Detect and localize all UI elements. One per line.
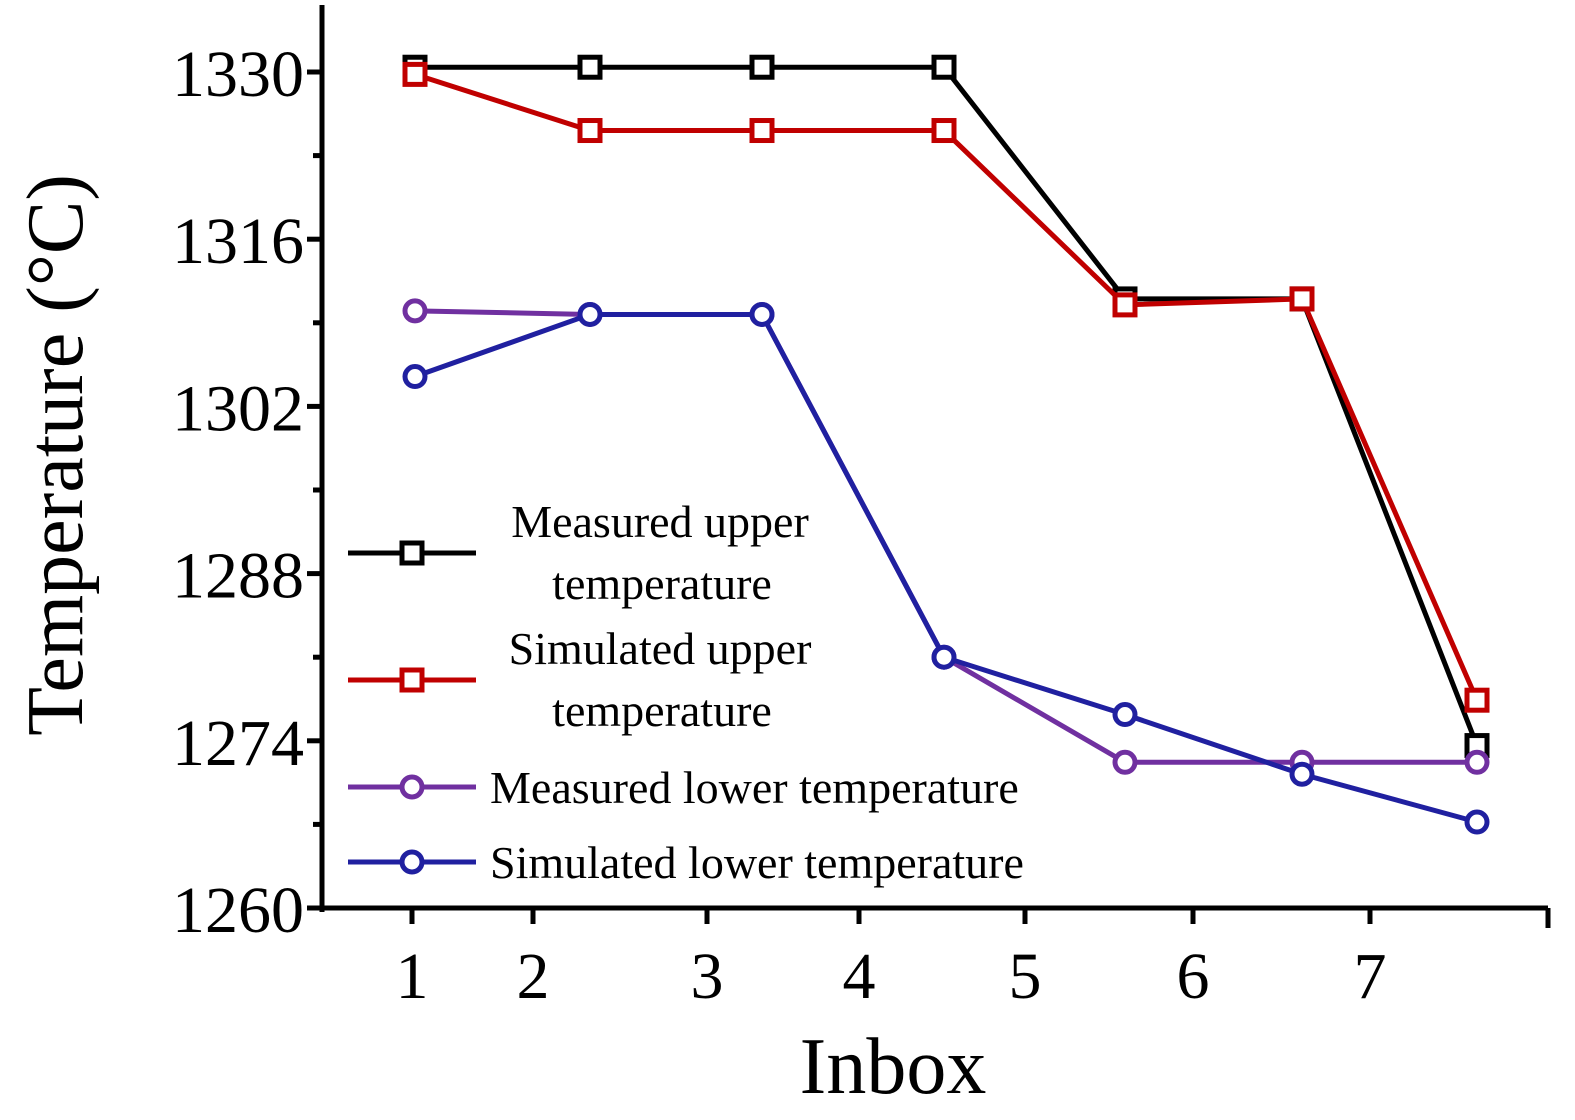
y-tick-label: 1330 bbox=[172, 38, 304, 111]
legend-label-line: Measured upper bbox=[511, 496, 809, 547]
legend-item: Measured lower temperature bbox=[348, 762, 1019, 813]
data-point-circle bbox=[402, 298, 428, 324]
data-point-square bbox=[931, 118, 957, 144]
data-point-circle bbox=[1464, 749, 1490, 775]
data-point-square bbox=[402, 61, 428, 87]
legend-circle-marker bbox=[399, 774, 425, 800]
x-tick-label: 2 bbox=[517, 940, 550, 1013]
data-point-square bbox=[577, 54, 603, 80]
x-tick-label: 1 bbox=[396, 940, 429, 1013]
x-tick-label: 5 bbox=[1009, 940, 1042, 1013]
data-point-circle bbox=[1112, 749, 1138, 775]
data-point-circle bbox=[402, 364, 428, 390]
legend-square-marker bbox=[399, 540, 425, 566]
data-point-circle bbox=[1289, 761, 1315, 787]
x-tick-label: 3 bbox=[691, 940, 724, 1013]
y-tick-label: 1274 bbox=[172, 707, 304, 780]
legend-circle-marker bbox=[399, 849, 425, 875]
legend-label-line: temperature bbox=[552, 685, 772, 736]
x-axis-title: Inbox bbox=[800, 1023, 987, 1111]
legend-item: Simulated upper temperature bbox=[348, 623, 811, 736]
y-tick-label: 1288 bbox=[172, 540, 304, 613]
series-simulated-upper-temperature bbox=[402, 61, 1490, 713]
legend-label-line: temperature bbox=[552, 558, 772, 609]
y-tick-label: 1316 bbox=[172, 205, 304, 278]
data-point-circle bbox=[931, 644, 957, 670]
data-point-square bbox=[1289, 286, 1315, 312]
y-tick-label: 1302 bbox=[172, 372, 304, 445]
y-tick-label: 1260 bbox=[172, 874, 304, 947]
data-point-square bbox=[1112, 292, 1138, 318]
legend-label-line: Simulated upper bbox=[509, 623, 812, 674]
data-point-square bbox=[577, 118, 603, 144]
series-layer bbox=[402, 54, 1490, 835]
legend-item: Measured upper temperature bbox=[348, 496, 809, 609]
x-tick-label: 6 bbox=[1177, 940, 1210, 1013]
legend-label: Measured lower temperature bbox=[490, 762, 1019, 813]
data-point-circle bbox=[1464, 809, 1490, 835]
data-point-circle bbox=[749, 301, 775, 327]
x-tick-label: 7 bbox=[1354, 940, 1387, 1013]
data-point-square bbox=[749, 54, 775, 80]
axes: 1260 1274 1288 1302 1316 1330 1 2 3 4 5 6 7 bbox=[172, 5, 1551, 1013]
data-point-square bbox=[1464, 687, 1490, 713]
data-point-circle bbox=[577, 301, 603, 327]
data-point-square bbox=[931, 54, 957, 80]
legend-label: Simulated lower temperature bbox=[490, 837, 1024, 888]
x-tick-label: 4 bbox=[843, 940, 876, 1013]
series-simulated-lower-temperature bbox=[402, 301, 1490, 835]
data-point-square bbox=[749, 118, 775, 144]
legend-square-marker bbox=[399, 667, 425, 693]
legend-item: Simulated lower temperature bbox=[348, 837, 1024, 888]
y-axis-title: Temperature (°C) bbox=[12, 174, 100, 736]
data-point-circle bbox=[1112, 702, 1138, 728]
